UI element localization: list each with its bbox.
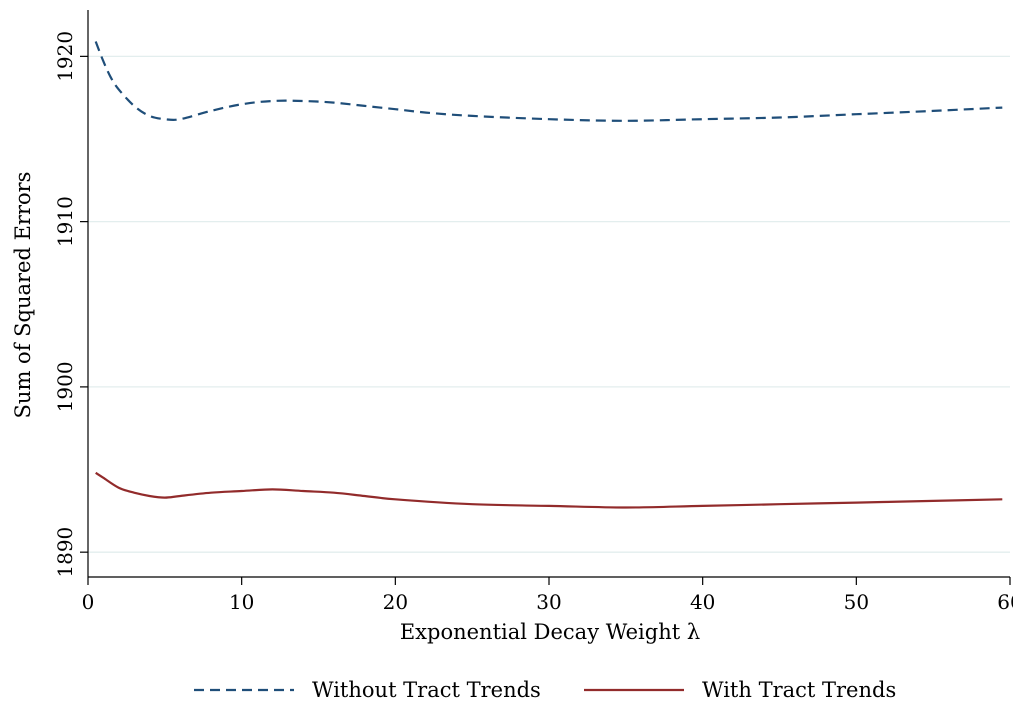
y-axis-title: Sum of Squared Errors <box>11 172 35 419</box>
x-tick-label: 20 <box>383 590 408 614</box>
x-tick-label: 50 <box>844 590 869 614</box>
x-tick-label: 0 <box>82 590 95 614</box>
x-tick-label: 60 <box>997 590 1013 614</box>
x-axis-title: Exponential Decay Weight λ <box>400 620 700 644</box>
legend-label-with-tract-trends: With Tract Trends <box>702 678 896 702</box>
x-tick-label: 10 <box>229 590 254 614</box>
series-lines <box>94 41 1003 509</box>
x-tick-label: 30 <box>536 590 561 614</box>
y-tick-label: 1890 <box>53 527 77 578</box>
series-line-without-tract-trends <box>94 41 1003 122</box>
x-tick-label: 40 <box>690 590 715 614</box>
legend-label-without-tract-trends: Without Tract Trends <box>312 678 541 702</box>
y-tick-label: 1910 <box>53 196 77 247</box>
tick-labels: 1890 1900 1910 1920 0 10 20 30 40 50 60 <box>53 31 1013 614</box>
series-line-with-tract-trends <box>95 471 1003 509</box>
y-tick-label: 1900 <box>53 361 77 412</box>
legend: Without Tract Trends With Tract Trends <box>194 678 896 702</box>
gridlines <box>88 55 1010 553</box>
axes <box>80 10 1011 585</box>
y-tick-label: 1920 <box>53 31 77 82</box>
